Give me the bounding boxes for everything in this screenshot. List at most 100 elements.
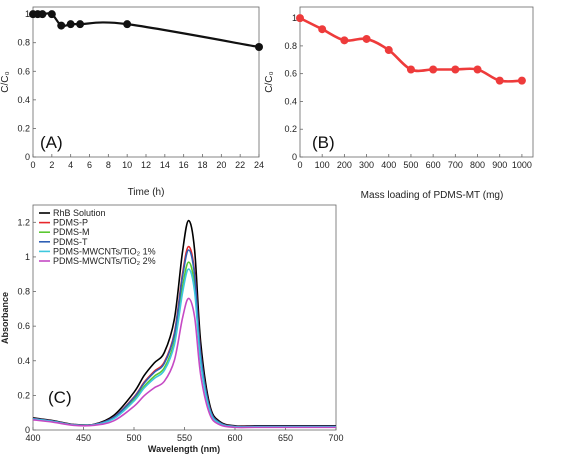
panel-c-legend-label-3: PDMS-T	[53, 237, 88, 247]
c-xtick-label: 400	[25, 433, 40, 443]
panel-c-series-lines	[32, 219, 336, 429]
panel-c-legend-label-5: PDMS-MWCNTs/TiO₂ 2%	[53, 256, 156, 266]
c-ytick-label: 0	[25, 425, 30, 435]
a-xtick-label: 18	[197, 160, 207, 170]
a-ytick-label: 0.6	[17, 66, 30, 76]
c-ytick-label: 0.4	[17, 356, 30, 366]
panel-b-xlabel: Mass loading of PDMS-MT (mg)	[361, 190, 504, 201]
c-xtick-label: 600	[227, 433, 242, 443]
panel-b-tag: (B)	[312, 133, 335, 152]
b-ytick-label: 0	[292, 152, 297, 162]
panel-a-data-point	[123, 20, 132, 29]
panel-b-data-point	[362, 34, 371, 43]
a-xtick-label: 4	[68, 160, 73, 170]
panel-b: 0 0.2 0.4 0.6 0.8 1 0 100 200 300 400 500 600 700 800…	[264, 6, 534, 201]
c-xtick-label: 700	[328, 433, 343, 443]
panel-b-frame	[299, 6, 534, 158]
panel-a-data-point	[57, 21, 66, 30]
panel-c-legend-label-1: PDMS-P	[53, 218, 88, 228]
panel-b-data-point	[429, 65, 438, 74]
b-xtick-label: 100	[315, 160, 330, 170]
a-xtick-label: 24	[254, 160, 264, 170]
panel-a-y-ticks: 0 0.2 0.4 0.6 0.8 1	[17, 9, 36, 162]
panel-c-series-line-5	[32, 297, 336, 429]
panel-a-ylabel: C/C₀	[0, 71, 11, 92]
b-ytick-label: 1	[292, 13, 297, 23]
panel-c-y-ticks: 0 0.2 0.4 0.6 0.8 1 1.2	[17, 217, 36, 435]
a-ytick-label: 0.4	[17, 95, 30, 105]
panel-c: 00.20.40.60.811.2 400 450 500 550 600 650 700 …	[0, 204, 344, 454]
a-ytick-label: 1	[25, 9, 30, 19]
a-ytick-label: 0	[25, 152, 30, 162]
c-xtick-label: 650	[278, 433, 293, 443]
panel-c-series-line-2	[32, 261, 336, 428]
panel-c-series-line-4	[32, 268, 336, 428]
panel-b-y-ticks: 0 0.2 0.4 0.6 0.8 1	[284, 13, 303, 162]
panel-a-data-point	[47, 10, 56, 19]
panel-c-tag: (C)	[48, 388, 72, 407]
b-xtick-label: 200	[337, 160, 352, 170]
c-ytick-label: 0.6	[17, 321, 30, 331]
panel-c-ylabel: Absorbance	[0, 292, 10, 344]
a-xtick-label: 20	[216, 160, 226, 170]
panel-a: 00.20.40.60.81 0 2 4 6 8 10 12 14 16 18 20 22 24 C/C…	[0, 6, 264, 198]
c-xtick-label: 550	[177, 433, 192, 443]
a-xtick-label: 12	[141, 160, 151, 170]
panel-b-ylabel: C/C₀	[264, 71, 275, 92]
a-xtick-label: 10	[122, 160, 132, 170]
panel-c-legend-label-2: PDMS-M	[53, 227, 90, 237]
panel-a-tag: (A)	[40, 133, 63, 152]
panel-b-x-ticks: 0 100 200 300 400 500 600 700 800 900 1000	[297, 154, 532, 170]
b-xtick-label: 500	[403, 160, 418, 170]
c-ytick-label: 0.2	[17, 390, 30, 400]
panel-c-x-ticks: 400 450 500 550 600 650 700	[25, 427, 344, 443]
panel-b-data-point	[318, 25, 327, 34]
c-ytick-label: 1.2	[17, 217, 30, 227]
b-xtick-label: 900	[492, 160, 507, 170]
panel-b-data-point	[473, 65, 482, 74]
panel-b-data-point	[451, 65, 460, 74]
panel-a-series-line	[33, 12, 260, 49]
panel-b-data-point	[340, 36, 349, 45]
panel-b-points	[296, 14, 526, 85]
panel-b-data-point	[384, 46, 393, 55]
a-xtick-label: 22	[235, 160, 245, 170]
panel-a-data-point	[38, 10, 47, 19]
panel-b-data-point	[406, 65, 415, 74]
a-ytick-label: 0.2	[17, 123, 30, 133]
a-xtick-label: 14	[160, 160, 170, 170]
b-xtick-label: 1000	[512, 160, 532, 170]
panel-a-data-point	[66, 20, 75, 29]
panel-b-data-point	[495, 76, 504, 85]
panel-b-data-point	[296, 14, 304, 23]
c-xtick-label: 500	[126, 433, 141, 443]
panel-a-data-point	[76, 20, 85, 29]
panel-a-data-point	[255, 43, 263, 51]
c-ytick-label: 0.8	[17, 287, 30, 297]
a-xtick-label: 0	[30, 160, 35, 170]
b-xtick-label: 300	[359, 160, 374, 170]
b-ytick-label: 0.8	[284, 41, 297, 51]
panel-a-frame	[32, 6, 260, 158]
a-xtick-label: 2	[49, 160, 54, 170]
c-xtick-label: 450	[76, 433, 91, 443]
panel-a-x-ticks: 0 2 4 6 8 10 12 14 16 18 20 22 24	[30, 154, 264, 170]
b-ytick-label: 0.2	[284, 124, 297, 134]
b-xtick-label: 700	[448, 160, 463, 170]
panel-c-xlabel: Wavelength (nm)	[148, 444, 220, 454]
b-xtick-label: 400	[381, 160, 396, 170]
b-ytick-label: 0.6	[284, 69, 297, 79]
panel-a-points	[29, 10, 263, 51]
b-xtick-label: 0	[297, 160, 302, 170]
b-xtick-label: 600	[426, 160, 441, 170]
a-ytick-label: 0.8	[17, 38, 30, 48]
a-xtick-label: 6	[87, 160, 92, 170]
panel-c-legend-label-4: PDMS-MWCNTs/TiO₂ 1%	[53, 246, 156, 256]
b-xtick-label: 800	[470, 160, 485, 170]
b-ytick-label: 0.4	[284, 96, 297, 106]
a-xtick-label: 8	[106, 160, 111, 170]
a-xtick-label: 16	[179, 160, 189, 170]
panel-a-xlabel: Time (h)	[128, 187, 165, 198]
c-ytick-label: 1	[25, 252, 30, 262]
